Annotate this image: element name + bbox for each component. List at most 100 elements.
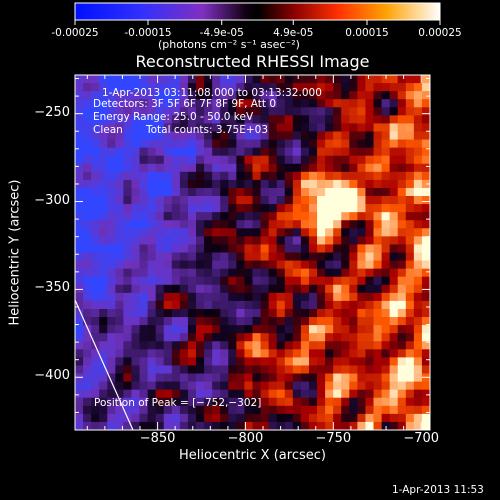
heatmap-cell xyxy=(349,381,358,391)
heatmap-cell xyxy=(163,196,173,205)
heatmap-cell xyxy=(373,413,382,423)
heatmap-cell xyxy=(333,357,342,366)
info-detectors: Detectors: 3F 5F 6F 7F 8F 9F, Att 0 xyxy=(93,98,277,110)
heatmap-cell xyxy=(83,75,92,84)
heatmap-cell xyxy=(421,163,430,173)
heatmap-cell xyxy=(187,107,197,116)
heatmap-cell xyxy=(196,405,205,415)
heatmap-cell xyxy=(268,99,278,108)
heatmap-cell xyxy=(196,284,205,294)
heatmap-cell xyxy=(204,405,213,415)
heatmap-cell xyxy=(325,155,334,165)
heatmap-cell xyxy=(389,397,399,407)
heatmap-cell xyxy=(300,413,310,423)
heatmap-cell xyxy=(204,381,213,391)
heatmap-cell xyxy=(252,349,261,358)
heatmap-cell xyxy=(397,252,407,261)
heatmap-cell xyxy=(333,236,342,245)
heatmap-cell xyxy=(147,276,157,286)
heatmap-cell xyxy=(333,333,342,342)
heatmap-cell xyxy=(147,365,157,374)
heatmap-cell xyxy=(349,179,358,189)
heatmap-cell xyxy=(357,115,366,124)
heatmap-cell xyxy=(373,187,382,197)
heatmap-cell xyxy=(341,131,350,140)
heatmap-cell xyxy=(123,220,132,229)
heatmap-cell xyxy=(196,260,205,270)
heatmap-cell xyxy=(333,244,342,253)
heatmap-cell xyxy=(333,212,342,221)
heatmap-cell xyxy=(357,357,366,366)
heatmap-cell xyxy=(228,421,237,430)
heatmap-cell xyxy=(373,300,382,310)
heatmap-cell xyxy=(163,341,173,350)
heatmap-cell xyxy=(147,236,157,245)
heatmap-cell xyxy=(252,75,261,84)
heatmap-cell xyxy=(163,365,173,374)
heatmap-cell xyxy=(260,131,270,140)
heatmap-cell xyxy=(405,139,415,149)
heatmap-cell xyxy=(373,308,382,318)
heatmap-cell xyxy=(421,83,430,92)
heatmap-cell xyxy=(115,381,124,391)
heatmap-cell xyxy=(365,333,374,342)
heatmap-cell xyxy=(123,284,132,294)
heatmap-cell xyxy=(341,244,350,253)
heatmap-cell xyxy=(373,325,382,334)
heatmap-cell xyxy=(244,236,253,245)
heatmap-cell xyxy=(171,397,181,407)
heatmap-cell xyxy=(155,300,165,310)
heatmap-cell xyxy=(365,308,374,318)
heatmap-cell xyxy=(115,99,124,108)
heatmap-cell xyxy=(284,171,294,181)
info-total-counts: Total counts: 3.75E+03 xyxy=(146,124,269,136)
heatmap-cell xyxy=(204,91,213,100)
heatmap-cell xyxy=(155,147,165,157)
heatmap-cell xyxy=(381,204,391,213)
heatmap-cell xyxy=(405,421,415,430)
heatmap-cell xyxy=(171,107,181,116)
y-tick-label: −350 xyxy=(34,280,70,296)
heatmap-cell xyxy=(365,268,374,278)
heatmap-cell xyxy=(91,325,100,334)
heatmap-cell xyxy=(389,276,399,286)
heatmap-cell xyxy=(325,115,334,124)
heatmap-cell xyxy=(75,107,84,116)
heatmap-cell xyxy=(163,333,173,342)
heatmap-cell xyxy=(244,244,253,253)
heatmap-cell xyxy=(389,220,399,229)
heatmap-cell xyxy=(357,292,366,302)
heatmap-cell xyxy=(308,292,318,302)
heatmap-cell xyxy=(252,91,261,100)
heatmap-cell xyxy=(107,204,116,213)
heatmap-cell xyxy=(83,91,92,100)
heatmap-cell xyxy=(212,276,221,286)
heatmap-cell xyxy=(300,139,310,149)
heatmap-cell xyxy=(381,349,391,358)
heatmap-cell xyxy=(381,373,391,382)
heatmap-cell xyxy=(204,284,213,294)
heatmap-cell xyxy=(260,389,270,399)
heatmap-cell xyxy=(99,421,108,430)
heatmap-cell xyxy=(179,171,189,181)
heatmap-cell xyxy=(131,300,140,310)
colorbar-tick-label: -4.9e-05 xyxy=(199,27,244,39)
heatmap-cell xyxy=(341,99,350,108)
heatmap-cell xyxy=(196,268,205,278)
heatmap-cell xyxy=(341,187,350,197)
heatmap-cell xyxy=(196,91,205,100)
heatmap-cell xyxy=(276,75,286,84)
heatmap-cell xyxy=(107,163,116,173)
heatmap-cell xyxy=(83,163,92,173)
heatmap-cell xyxy=(365,357,374,366)
heatmap-cell xyxy=(123,196,132,205)
heatmap-cell xyxy=(212,236,221,245)
heatmap-cell xyxy=(115,204,124,213)
heatmap-cell xyxy=(276,341,286,350)
heatmap-cell xyxy=(252,252,261,261)
heatmap-cell xyxy=(75,228,84,237)
heatmap-cell xyxy=(123,260,132,270)
heatmap-cell xyxy=(381,413,391,423)
heatmap-cell xyxy=(228,365,237,374)
heatmap-cell xyxy=(349,325,358,334)
